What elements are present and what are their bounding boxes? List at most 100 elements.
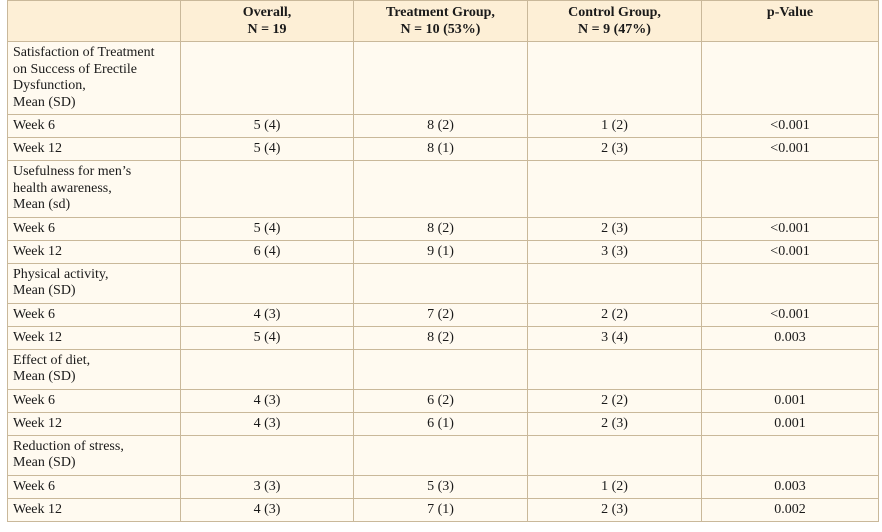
data-cell: 2 (3): [527, 216, 702, 241]
section-label: Physical activity, Mean (SD): [7, 262, 181, 304]
text-line: Mean (SD): [13, 455, 76, 470]
data-cell: 4 (3): [180, 497, 354, 522]
data-cell: 8 (2): [353, 114, 528, 138]
data-cell: 6 (2): [353, 388, 528, 413]
text-line: Mean (SD): [13, 369, 76, 384]
text-line: Effect of diet,: [13, 352, 91, 368]
row-label: Week 6: [7, 388, 181, 413]
empty-cell: [701, 41, 879, 115]
row-label: Week 6: [7, 474, 181, 499]
row-label: Week 12: [7, 137, 181, 161]
table-body: Satisfaction of Treatment on Success of E…: [7, 41, 879, 522]
data-cell: 2 (2): [527, 302, 702, 327]
data-cell: 1 (2): [527, 114, 702, 138]
text-line: Satisfaction of Treatment: [13, 45, 155, 60]
data-cell: 6 (1): [353, 411, 528, 436]
data-cell: 0.003: [701, 325, 879, 350]
section-row: Physical activity, Mean (SD): [7, 262, 879, 304]
text-line: Usefulness for men’s: [13, 164, 132, 179]
section-row: Usefulness for men’s health awareness, Mea…: [7, 160, 879, 218]
empty-cell: [701, 262, 879, 304]
data-cell: 1 (2): [527, 474, 702, 499]
header-cell: Control Group, N = 9 (47%): [527, 0, 702, 42]
data-cell: <0.001: [701, 239, 879, 264]
text-line: Mean (SD): [13, 94, 76, 110]
empty-cell: [527, 262, 702, 304]
data-cell: 3 (3): [527, 239, 702, 264]
data-cell: 2 (3): [527, 411, 702, 436]
data-cell: <0.001: [701, 302, 879, 327]
header-row: Overall, N = 19 Treatment Group, N = 10 (53…: [7, 0, 879, 42]
text-line: N = 9 (47%): [578, 21, 651, 37]
empty-cell: [527, 348, 702, 390]
text-line: on Success of Erectile: [13, 61, 138, 77]
section-label: Satisfaction of Treatment on Success of E…: [7, 41, 181, 115]
data-cell: 4 (3): [180, 302, 354, 327]
text-line: Control Group,: [568, 5, 661, 20]
empty-cell: [527, 41, 702, 115]
text-line: Treatment Group,: [386, 5, 495, 20]
text-line: Mean (SD): [13, 283, 76, 298]
empty-cell: [353, 348, 528, 390]
empty-cell: [353, 262, 528, 304]
row-label: Week 6: [7, 114, 181, 138]
header-cell: Treatment Group, N = 10 (53%): [353, 0, 528, 42]
data-cell: 4 (3): [180, 388, 354, 413]
data-cell: 4 (3): [180, 411, 354, 436]
row-label: Week 6: [7, 216, 181, 241]
header-cell: [7, 0, 181, 42]
text-line: Overall,: [242, 5, 292, 20]
row-label: Week 12: [7, 325, 181, 350]
data-cell: 8 (1): [353, 137, 528, 161]
data-row: Week 12 6 (4) 9 (1) 3 (3) <0.001: [7, 239, 879, 264]
row-label: Week 6: [7, 302, 181, 327]
data-cell: 5 (3): [353, 474, 528, 499]
empty-cell: [527, 434, 702, 476]
data-row: Week 12 5 (4) 8 (2) 3 (4) 0.003: [7, 325, 879, 350]
data-cell: <0.001: [701, 137, 879, 161]
empty-cell: [180, 41, 354, 115]
text-line: Physical activity,: [13, 266, 109, 282]
text-line: Mean (sd): [13, 197, 71, 212]
data-row: Week 12 4 (3) 6 (1) 2 (3) 0.001: [7, 411, 879, 436]
data-cell: 5 (4): [180, 216, 354, 241]
empty-cell: [353, 434, 528, 476]
empty-cell: [527, 160, 702, 218]
row-label: Week 12: [7, 239, 181, 264]
empty-cell: [353, 160, 528, 218]
row-label: Week 12: [7, 497, 181, 522]
empty-cell: [701, 434, 879, 476]
text-line: N = 19: [247, 21, 287, 37]
text-line: health awareness,: [13, 180, 112, 196]
text-line: Reduction of stress,: [13, 438, 124, 454]
data-cell: 0.001: [701, 388, 879, 413]
data-cell: <0.001: [701, 114, 879, 138]
data-cell: <0.001: [701, 216, 879, 241]
row-label: Week 12: [7, 411, 181, 436]
data-cell: 3 (3): [180, 474, 354, 499]
data-cell: 2 (3): [527, 497, 702, 522]
text-line: p-Value: [766, 5, 814, 20]
data-cell: 0.002: [701, 497, 879, 522]
header-cell: Overall, N = 19: [180, 0, 354, 42]
data-cell: 5 (4): [180, 137, 354, 161]
data-cell: 5 (4): [180, 325, 354, 350]
section-row: Satisfaction of Treatment on Success of E…: [7, 41, 879, 115]
text-line: N = 10 (53%): [400, 21, 481, 37]
empty-cell: [701, 348, 879, 390]
section-row: Effect of diet, Mean (SD): [7, 348, 879, 390]
data-cell: 8 (2): [353, 325, 528, 350]
empty-cell: [180, 262, 354, 304]
data-cell: 8 (2): [353, 216, 528, 241]
section-label: Reduction of stress, Mean (SD): [7, 434, 181, 476]
text-line: Dysfunction,: [13, 78, 86, 93]
data-cell: 9 (1): [353, 239, 528, 264]
data-cell: 0.003: [701, 474, 879, 499]
empty-cell: [180, 160, 354, 218]
